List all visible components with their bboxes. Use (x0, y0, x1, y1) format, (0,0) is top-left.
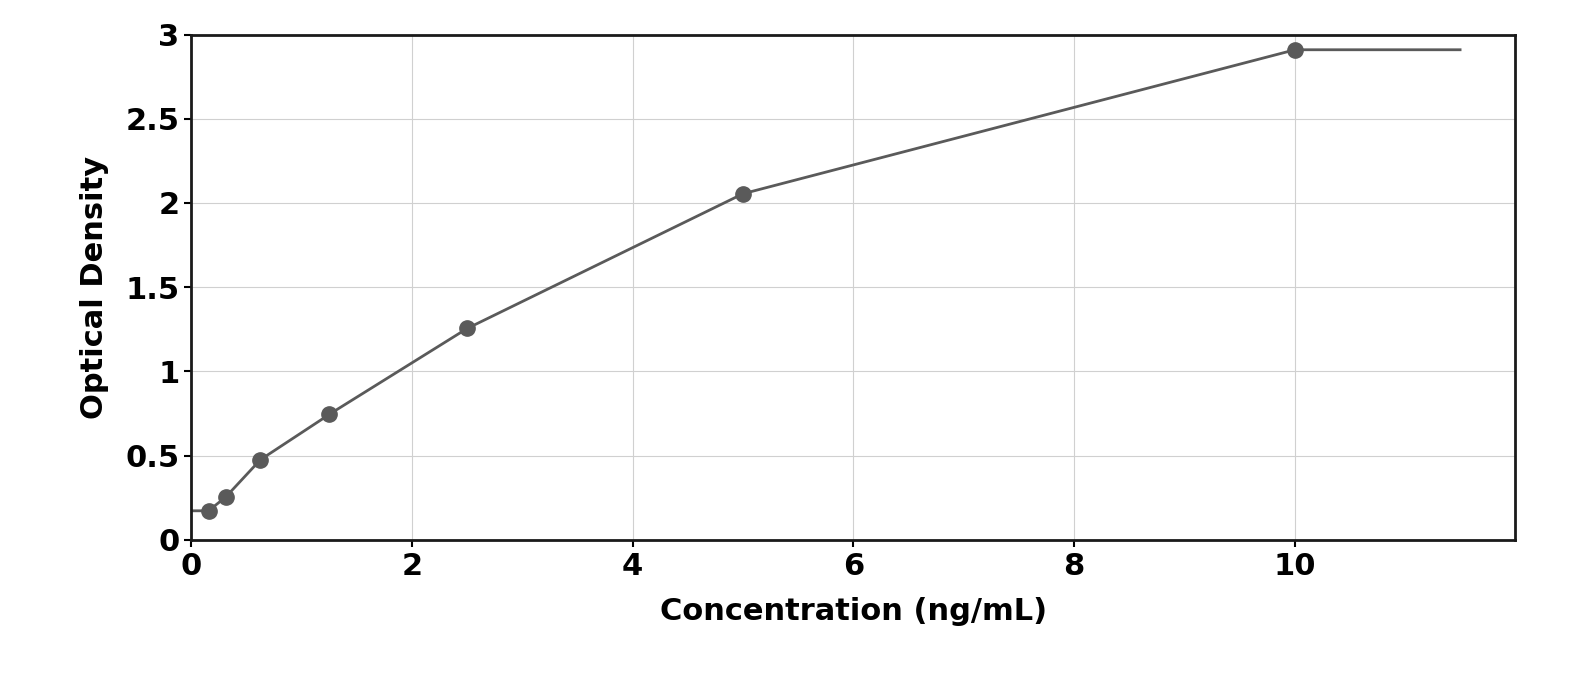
Point (196, 505, 222, 516)
Point (1282, 44, 1308, 55)
Point (247, 454, 273, 465)
Point (731, 188, 756, 199)
Point (455, 323, 480, 334)
Point (214, 491, 239, 502)
Y-axis label: Optical Density: Optical Density (80, 156, 108, 419)
X-axis label: Concentration (ng/mL): Concentration (ng/mL) (660, 597, 1046, 626)
Point (316, 409, 341, 420)
